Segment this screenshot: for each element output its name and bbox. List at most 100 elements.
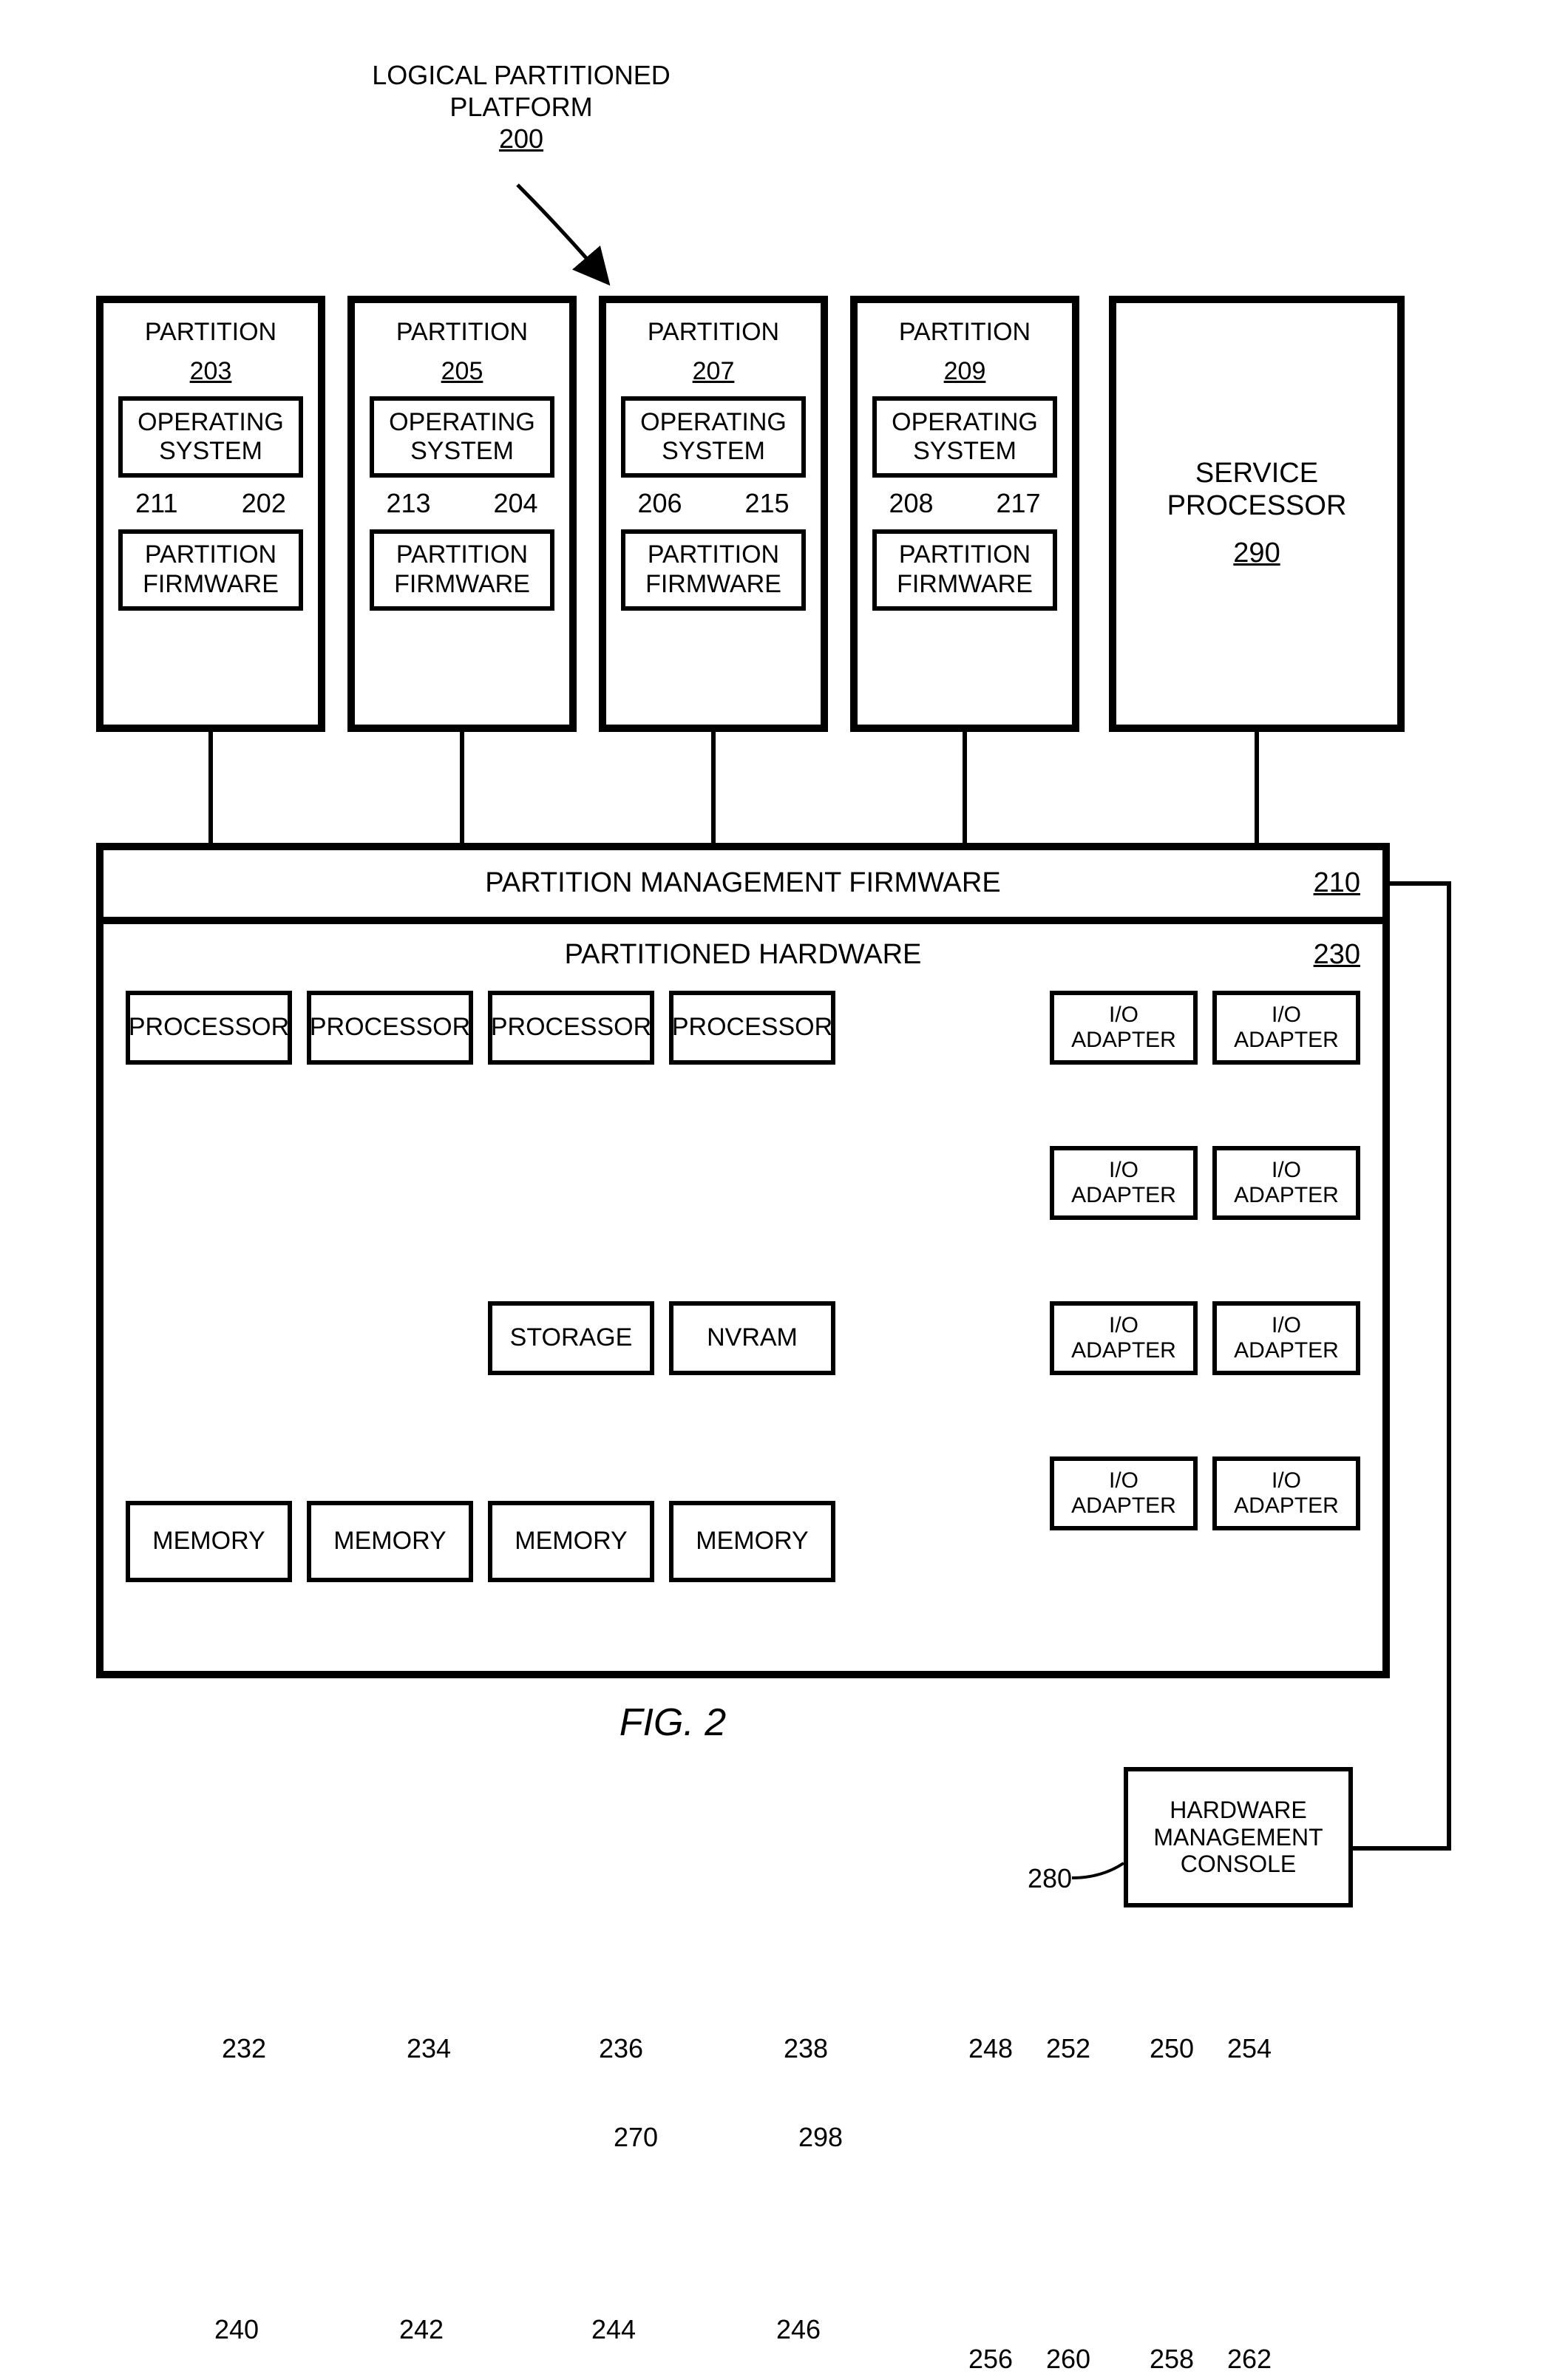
fw-label: PARTITION FIRMWARE bbox=[877, 540, 1053, 598]
io-adapter-256: I/O ADAPTER bbox=[1050, 1301, 1198, 1375]
os-box: OPERATING SYSTEM bbox=[118, 396, 303, 478]
io-label: I/O ADAPTER bbox=[1054, 1158, 1193, 1209]
fw-num: 213 bbox=[386, 488, 430, 518]
num-248: 248 bbox=[968, 2033, 1013, 2063]
pmf-label: PARTITION MANAGEMENT FIRMWARE bbox=[485, 867, 1000, 900]
memory-246: MEMORY bbox=[669, 1501, 835, 1582]
partitioned-hardware: PARTITIONED HARDWARE 230 PROCESSOR PROCE… bbox=[96, 917, 1390, 1678]
memory-244: MEMORY bbox=[488, 1501, 654, 1582]
num-238: 238 bbox=[784, 2033, 828, 2063]
fw-box: PARTITION FIRMWARE bbox=[872, 529, 1057, 611]
nvram-box: NVRAM bbox=[669, 1301, 835, 1375]
num-250: 250 bbox=[1150, 2033, 1194, 2063]
num-256: 256 bbox=[968, 2344, 1013, 2374]
partition-num: 209 bbox=[944, 357, 986, 386]
service-processor-num: 290 bbox=[1233, 537, 1280, 570]
storage-box: STORAGE bbox=[488, 1301, 654, 1375]
num-232: 232 bbox=[222, 2033, 266, 2063]
title-num: 200 bbox=[355, 123, 688, 155]
ph-num: 230 bbox=[1314, 939, 1360, 971]
partition-num: 207 bbox=[693, 357, 735, 386]
memory-240: MEMORY bbox=[126, 1501, 292, 1582]
pmf-box: PARTITION MANAGEMENT FIRMWARE 210 bbox=[96, 843, 1390, 924]
hmc-label: HARDWARE MANAGEMENT CONSOLE bbox=[1128, 1797, 1348, 1878]
fw-label: PARTITION FIRMWARE bbox=[374, 540, 550, 598]
fw-num: 217 bbox=[996, 488, 1040, 518]
partition-num: 203 bbox=[190, 357, 232, 386]
fw-box: PARTITION FIRMWARE bbox=[621, 529, 806, 611]
num-270: 270 bbox=[614, 2122, 658, 2152]
service-processor-label: SERVICE PROCESSOR bbox=[1116, 458, 1397, 522]
ph-label: PARTITIONED HARDWARE bbox=[565, 939, 922, 970]
fw-box: PARTITION FIRMWARE bbox=[370, 529, 554, 611]
hmc-box: HARDWARE MANAGEMENT CONSOLE bbox=[1124, 1767, 1353, 1907]
service-processor: SERVICE PROCESSOR 290 bbox=[1109, 296, 1405, 732]
partition-label: PARTITION bbox=[899, 318, 1031, 347]
num-258: 258 bbox=[1150, 2344, 1194, 2374]
num-262: 262 bbox=[1227, 2344, 1272, 2374]
os-num: 204 bbox=[493, 488, 537, 518]
processor-label: PROCESSOR bbox=[129, 1013, 289, 1042]
partition-label: PARTITION bbox=[145, 318, 276, 347]
partition-205: PARTITION 205 OPERATING SYSTEM 213 204 P… bbox=[347, 296, 577, 732]
fw-label: PARTITION FIRMWARE bbox=[123, 540, 299, 598]
os-label: OPERATING SYSTEM bbox=[123, 408, 299, 466]
os-num: 208 bbox=[889, 488, 933, 518]
processor-label: PROCESSOR bbox=[672, 1013, 832, 1042]
num-242: 242 bbox=[399, 2314, 444, 2344]
fw-box: PARTITION FIRMWARE bbox=[118, 529, 303, 611]
num-260: 260 bbox=[1046, 2344, 1090, 2374]
os-label: OPERATING SYSTEM bbox=[877, 408, 1053, 466]
processor-232: PROCESSOR bbox=[126, 991, 292, 1065]
memory-label: MEMORY bbox=[696, 1527, 808, 1556]
num-244: 244 bbox=[591, 2314, 636, 2344]
num-236: 236 bbox=[599, 2033, 643, 2063]
io-adapter-260: I/O ADAPTER bbox=[1050, 1456, 1198, 1530]
nvram-label: NVRAM bbox=[707, 1323, 798, 1352]
os-box: OPERATING SYSTEM bbox=[370, 396, 554, 478]
os-num: 206 bbox=[637, 488, 682, 518]
memory-label: MEMORY bbox=[333, 1527, 446, 1556]
memory-label: MEMORY bbox=[152, 1527, 265, 1556]
memory-label: MEMORY bbox=[515, 1527, 627, 1556]
io-label: I/O ADAPTER bbox=[1054, 1003, 1193, 1054]
os-label: OPERATING SYSTEM bbox=[374, 408, 550, 466]
processor-234: PROCESSOR bbox=[307, 991, 473, 1065]
partition-label: PARTITION bbox=[648, 318, 779, 347]
io-adapter-258: I/O ADAPTER bbox=[1212, 1301, 1360, 1375]
memory-242: MEMORY bbox=[307, 1501, 473, 1582]
processor-236: PROCESSOR bbox=[488, 991, 654, 1065]
io-adapter-252: I/O ADAPTER bbox=[1050, 1146, 1198, 1220]
num-254: 254 bbox=[1227, 2033, 1272, 2063]
io-adapter-250: I/O ADAPTER bbox=[1212, 991, 1360, 1065]
diagram-canvas: LOGICAL PARTITIONED PLATFORM 200 PARTITI… bbox=[44, 44, 1523, 1967]
io-adapter-248: I/O ADAPTER bbox=[1050, 991, 1198, 1065]
io-adapter-262: I/O ADAPTER bbox=[1212, 1456, 1360, 1530]
num-280: 280 bbox=[1028, 1863, 1072, 1894]
figure-caption: FIG. 2 bbox=[488, 1700, 858, 1745]
partition-209: PARTITION 209 OPERATING SYSTEM 208 217 P… bbox=[850, 296, 1079, 732]
partition-207: PARTITION 207 OPERATING SYSTEM 206 215 P… bbox=[599, 296, 828, 732]
processor-238: PROCESSOR bbox=[669, 991, 835, 1065]
io-adapter-254: I/O ADAPTER bbox=[1212, 1146, 1360, 1220]
num-298: 298 bbox=[798, 2122, 843, 2152]
io-label: I/O ADAPTER bbox=[1217, 1003, 1356, 1054]
storage-label: STORAGE bbox=[510, 1323, 633, 1352]
io-label: I/O ADAPTER bbox=[1054, 1468, 1193, 1519]
partition-label: PARTITION bbox=[396, 318, 528, 347]
os-num: 202 bbox=[242, 488, 286, 518]
partition-203: PARTITION 203 OPERATING SYSTEM 211 202 P… bbox=[96, 296, 325, 732]
num-234: 234 bbox=[407, 2033, 451, 2063]
os-label: OPERATING SYSTEM bbox=[625, 408, 801, 466]
title: LOGICAL PARTITIONED PLATFORM 200 bbox=[355, 59, 688, 155]
partition-num: 205 bbox=[441, 357, 483, 386]
processor-label: PROCESSOR bbox=[491, 1013, 651, 1042]
fw-num: 215 bbox=[744, 488, 789, 518]
io-label: I/O ADAPTER bbox=[1217, 1313, 1356, 1364]
os-box: OPERATING SYSTEM bbox=[621, 396, 806, 478]
fw-num: 211 bbox=[135, 488, 177, 518]
num-246: 246 bbox=[776, 2314, 821, 2344]
num-240: 240 bbox=[214, 2314, 259, 2344]
io-label: I/O ADAPTER bbox=[1054, 1313, 1193, 1364]
title-line1: LOGICAL PARTITIONED bbox=[355, 59, 688, 91]
